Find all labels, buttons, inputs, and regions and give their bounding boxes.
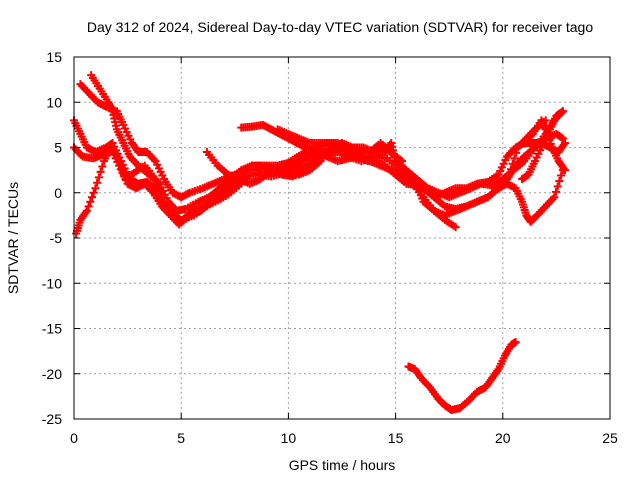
data-point (551, 187, 560, 196)
data-point (93, 178, 102, 187)
chart-title: Day 312 of 2024, Sidereal Day-to-day VTE… (87, 19, 594, 35)
x-tick-label: 15 (388, 430, 404, 446)
data-point (89, 188, 98, 197)
y-tick-label: 0 (54, 185, 62, 201)
data-point (96, 167, 105, 176)
data-point (98, 162, 107, 171)
grid (74, 57, 610, 419)
x-tick-label: 20 (495, 430, 511, 446)
data-point (88, 193, 97, 202)
y-tick-label: -10 (42, 275, 62, 291)
data-point (553, 182, 562, 191)
x-tick-label: 0 (70, 430, 78, 446)
y-tick-label: -15 (42, 321, 62, 337)
data-point (451, 223, 460, 232)
data-point (82, 206, 91, 215)
ticks: 0 5 10 15 20 25 -25 -20 -15 -10 -5 0 5 10 15 (42, 49, 618, 446)
series-track-l (404, 338, 520, 414)
data-point (86, 197, 95, 206)
x-tick-label: 25 (602, 430, 618, 446)
data-point (557, 171, 566, 180)
series-track-k (520, 116, 569, 175)
data-point (511, 338, 520, 347)
data-point (398, 157, 407, 166)
data-point (91, 184, 100, 193)
x-tick-label: 5 (177, 430, 185, 446)
y-tick-label: 10 (46, 94, 62, 110)
data-point (94, 173, 103, 182)
data-point (316, 148, 325, 157)
series-track-i (494, 166, 567, 226)
x-axis-label: GPS time / hours (289, 457, 396, 473)
data-point (555, 176, 564, 185)
data-layer (70, 71, 569, 414)
data-point (550, 193, 559, 202)
x-tick-label: 10 (281, 430, 297, 446)
data-point (510, 154, 519, 163)
y-tick-label: -5 (50, 230, 63, 246)
data-point (560, 138, 569, 147)
series-track-g (237, 120, 325, 157)
series-track-h (273, 125, 407, 166)
data-point (506, 165, 515, 174)
data-point (84, 202, 93, 211)
y-tick-label: -25 (42, 411, 62, 427)
data-point (508, 159, 517, 168)
data-point (512, 148, 521, 157)
y-tick-label: 15 (46, 49, 62, 65)
data-point (363, 157, 372, 166)
data-point (505, 170, 514, 179)
y-tick-label: 5 (54, 140, 62, 156)
y-tick-label: -20 (42, 366, 62, 382)
data-point (560, 166, 569, 175)
data-point (558, 107, 567, 116)
y-axis-label: SDTVAR / TECUs (5, 182, 21, 294)
